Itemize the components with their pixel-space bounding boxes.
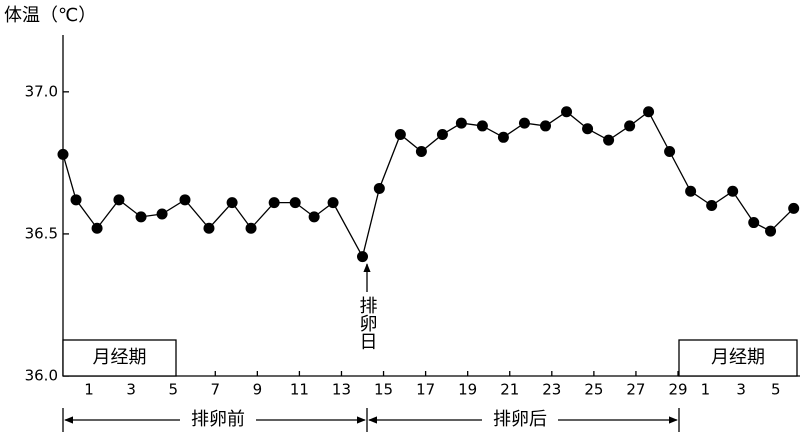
temperature-point (561, 106, 573, 118)
temperature-point (643, 106, 655, 118)
temperature-point (765, 225, 777, 237)
x-tick-label: 11 (290, 381, 309, 399)
temperature-point (245, 222, 257, 234)
temperature-point (415, 146, 427, 158)
x-tick-label: 5 (771, 381, 781, 399)
x-tick-label: 1 (84, 381, 94, 399)
post-label: 排卵后 (493, 409, 547, 430)
temperature-point (57, 148, 69, 160)
y-tick-label: 36.5 (25, 224, 58, 242)
temperature-point (788, 202, 800, 214)
temperature-point (664, 146, 676, 158)
x-tick-label: 1 (701, 381, 711, 399)
temperature-point (156, 208, 168, 220)
temperature-point (476, 120, 488, 132)
temperature-point (518, 117, 530, 129)
temperature-point (455, 117, 467, 129)
x-tick-label: 5 (168, 381, 178, 399)
x-tick-label: 3 (126, 381, 136, 399)
x-tick-label: 25 (584, 381, 603, 399)
temperature-point (624, 120, 636, 132)
temperature-point (497, 131, 509, 143)
chart-title: 体温（℃） (4, 5, 96, 26)
x-tick-label: 15 (374, 381, 393, 399)
temperature-point (394, 128, 406, 140)
temperature-line (62, 110, 795, 259)
temperature-point (179, 194, 191, 206)
x-tick-label: 23 (542, 381, 561, 399)
temperature-point (91, 222, 103, 234)
temperature-point (135, 211, 147, 223)
temperature-point (289, 197, 301, 209)
temperature-point (727, 185, 739, 197)
menses-label: 月经期 (93, 347, 147, 368)
x-tick-label: 29 (668, 381, 687, 399)
temperature-point (327, 197, 339, 209)
y-tick-label: 37.0 (25, 82, 58, 100)
x-tick-label: 9 (253, 381, 263, 399)
temperature-point (268, 197, 280, 209)
x-tick-label: 17 (416, 381, 435, 399)
x-tick-label: 27 (626, 381, 645, 399)
temperature-point (357, 251, 369, 263)
menses-box (678, 339, 798, 377)
x-tick-label: 3 (736, 381, 746, 399)
temperature-point (203, 222, 215, 234)
x-tick-label: 7 (211, 381, 221, 399)
y-tick-label: 36.0 (25, 367, 58, 385)
temperature-point (706, 200, 718, 211)
temperature-point (603, 134, 615, 146)
x-tick-label: 13 (332, 381, 351, 399)
x-tick-label: 21 (500, 381, 519, 399)
temperature-point (582, 123, 594, 135)
x-tick-label: 19 (458, 381, 477, 399)
temperature-point (685, 185, 697, 197)
temperature-point (70, 194, 82, 206)
temperature-point (373, 182, 385, 194)
ovulation-label: 排卵日 (357, 296, 378, 350)
temperature-point (748, 217, 760, 229)
temperature-point (226, 197, 238, 209)
menses-box (62, 339, 177, 377)
pre-label: 排卵前 (191, 409, 245, 430)
temperature-point (113, 194, 125, 206)
menses-label: 月经期 (711, 347, 765, 368)
temperature-point (308, 211, 320, 223)
temperature-point (436, 128, 448, 140)
temperature-point (539, 120, 551, 132)
